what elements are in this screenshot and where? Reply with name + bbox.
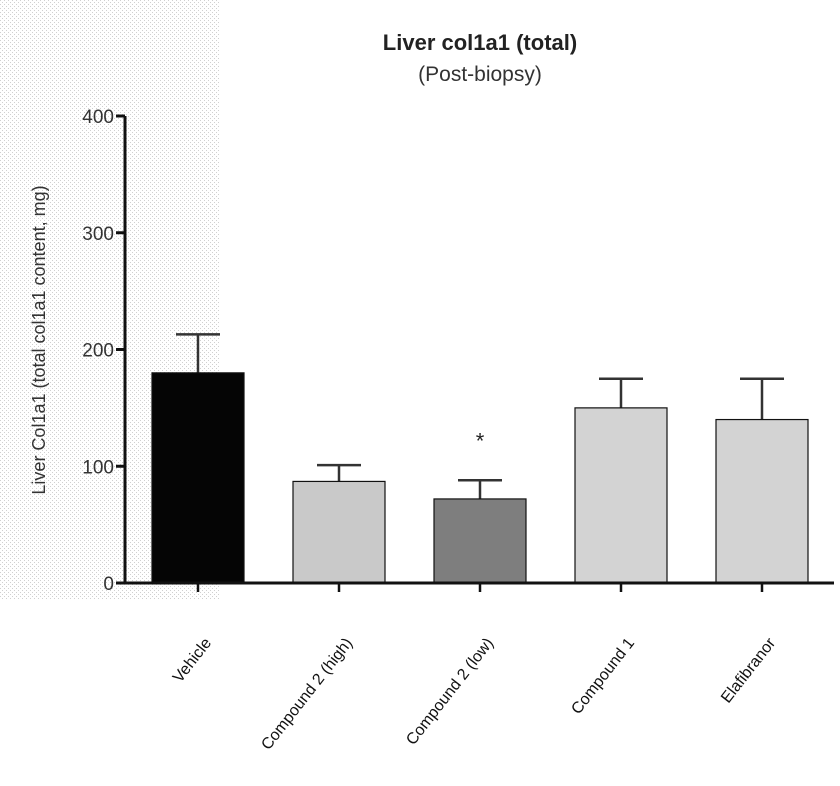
x-category-label: Elafibranor [718, 634, 779, 706]
bar-compound-1 [574, 407, 668, 584]
significance-asterisk: * [476, 428, 485, 453]
y-tick-label: 200 [82, 341, 114, 362]
x-category-label: Compound 2 (low) [403, 635, 497, 748]
bars-group: * [151, 333, 809, 584]
bar-elafibranor [715, 418, 809, 584]
x-category-label: Compound 1 [568, 635, 638, 718]
y-tick-label: 100 [82, 457, 114, 478]
chart-title: Liver col1a1 (total) [383, 30, 577, 55]
y-axis-label: Liver Col1a1 (total col1a1 content, mg) [29, 185, 49, 494]
x-category-label: Vehicle [170, 635, 215, 686]
y-tick-label: 300 [82, 224, 114, 245]
chart-subtitle: (Post-biopsy) [418, 63, 542, 86]
y-tick-label: 0 [103, 574, 114, 595]
x-category-label: Compound 2 (high) [258, 635, 356, 753]
bar-vehicle [151, 372, 245, 584]
x-axis-labels: Vehicle Compound 2 (high) Compound 2 (low)… [170, 583, 780, 753]
y-tick-label: 400 [82, 107, 114, 128]
bar-compound-2-low [433, 498, 527, 584]
bar-compound-2-high [292, 480, 386, 584]
